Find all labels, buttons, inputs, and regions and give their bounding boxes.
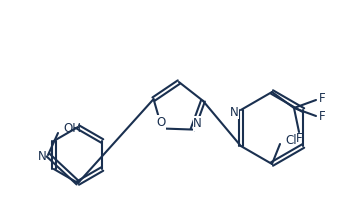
Text: F: F	[319, 111, 325, 124]
Text: F: F	[296, 133, 302, 145]
Text: N: N	[193, 117, 202, 130]
Text: O: O	[157, 116, 165, 129]
Text: F: F	[319, 93, 325, 106]
Text: N: N	[229, 106, 238, 119]
Text: OH: OH	[63, 121, 81, 135]
Text: Cl: Cl	[285, 134, 297, 147]
Text: N: N	[38, 149, 46, 163]
